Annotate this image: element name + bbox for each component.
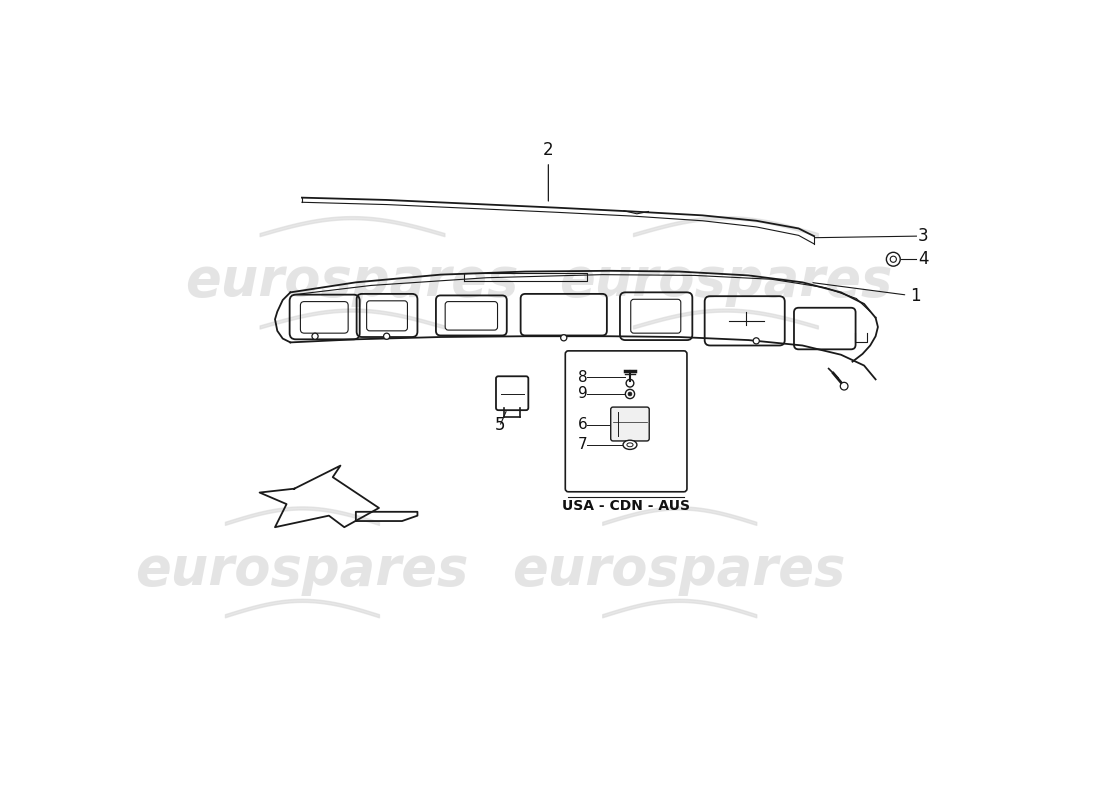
- Text: 6: 6: [578, 418, 587, 432]
- Text: eurospares: eurospares: [513, 543, 846, 595]
- FancyBboxPatch shape: [496, 376, 528, 410]
- Text: eurospares: eurospares: [185, 255, 519, 307]
- Text: 1: 1: [813, 282, 921, 305]
- Text: 8: 8: [578, 370, 587, 385]
- Circle shape: [561, 334, 566, 341]
- Text: eurospares: eurospares: [559, 255, 892, 307]
- Text: 3: 3: [917, 227, 928, 245]
- Circle shape: [312, 333, 318, 339]
- Circle shape: [754, 338, 759, 344]
- Text: eurospares: eurospares: [135, 543, 469, 595]
- Text: 5: 5: [495, 416, 505, 434]
- Circle shape: [384, 333, 389, 339]
- Text: 9: 9: [578, 386, 587, 402]
- Text: 2: 2: [543, 141, 553, 201]
- Text: USA - CDN - AUS: USA - CDN - AUS: [562, 499, 690, 514]
- Text: 4: 4: [917, 250, 928, 268]
- Ellipse shape: [623, 440, 637, 450]
- Circle shape: [840, 382, 848, 390]
- FancyBboxPatch shape: [565, 351, 686, 492]
- Text: 7: 7: [578, 438, 587, 452]
- Circle shape: [628, 392, 631, 396]
- Circle shape: [887, 252, 900, 266]
- FancyBboxPatch shape: [610, 407, 649, 441]
